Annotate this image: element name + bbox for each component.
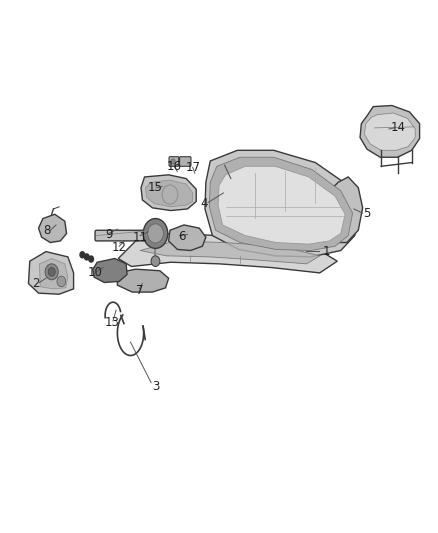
- Text: 9: 9: [105, 228, 113, 241]
- Polygon shape: [205, 150, 359, 257]
- Text: 15: 15: [148, 181, 163, 194]
- Circle shape: [151, 256, 160, 266]
- FancyBboxPatch shape: [95, 230, 155, 241]
- Circle shape: [88, 255, 94, 263]
- Text: 12: 12: [112, 241, 127, 254]
- Polygon shape: [360, 106, 420, 157]
- Text: 10: 10: [88, 266, 103, 279]
- Text: 1: 1: [322, 245, 330, 258]
- Polygon shape: [320, 177, 363, 243]
- Polygon shape: [118, 233, 337, 273]
- Polygon shape: [209, 157, 353, 251]
- Polygon shape: [141, 175, 196, 211]
- Circle shape: [48, 268, 55, 276]
- Text: 17: 17: [185, 161, 200, 174]
- Polygon shape: [218, 166, 345, 244]
- Circle shape: [79, 251, 85, 259]
- Polygon shape: [140, 241, 320, 264]
- Circle shape: [143, 219, 168, 248]
- Text: 4: 4: [200, 197, 208, 210]
- Text: 3: 3: [152, 380, 159, 393]
- Text: 2: 2: [32, 277, 40, 290]
- Polygon shape: [93, 259, 127, 282]
- Circle shape: [84, 253, 90, 261]
- Circle shape: [148, 224, 163, 243]
- Text: 14: 14: [390, 122, 405, 134]
- Text: 5: 5: [364, 207, 371, 220]
- Text: 13: 13: [104, 316, 119, 329]
- Text: 16: 16: [167, 160, 182, 173]
- Text: 8: 8: [44, 224, 51, 237]
- Text: 6: 6: [178, 230, 186, 243]
- Circle shape: [171, 159, 175, 164]
- FancyBboxPatch shape: [180, 157, 191, 166]
- Polygon shape: [364, 113, 415, 150]
- Polygon shape: [169, 225, 206, 251]
- Polygon shape: [39, 259, 68, 289]
- Text: 11: 11: [133, 231, 148, 244]
- FancyBboxPatch shape: [169, 157, 179, 166]
- Text: 7: 7: [136, 284, 144, 297]
- Polygon shape: [117, 269, 169, 292]
- Circle shape: [45, 264, 58, 280]
- Circle shape: [57, 276, 66, 287]
- Polygon shape: [145, 180, 193, 207]
- Polygon shape: [39, 214, 67, 243]
- Polygon shape: [28, 252, 74, 294]
